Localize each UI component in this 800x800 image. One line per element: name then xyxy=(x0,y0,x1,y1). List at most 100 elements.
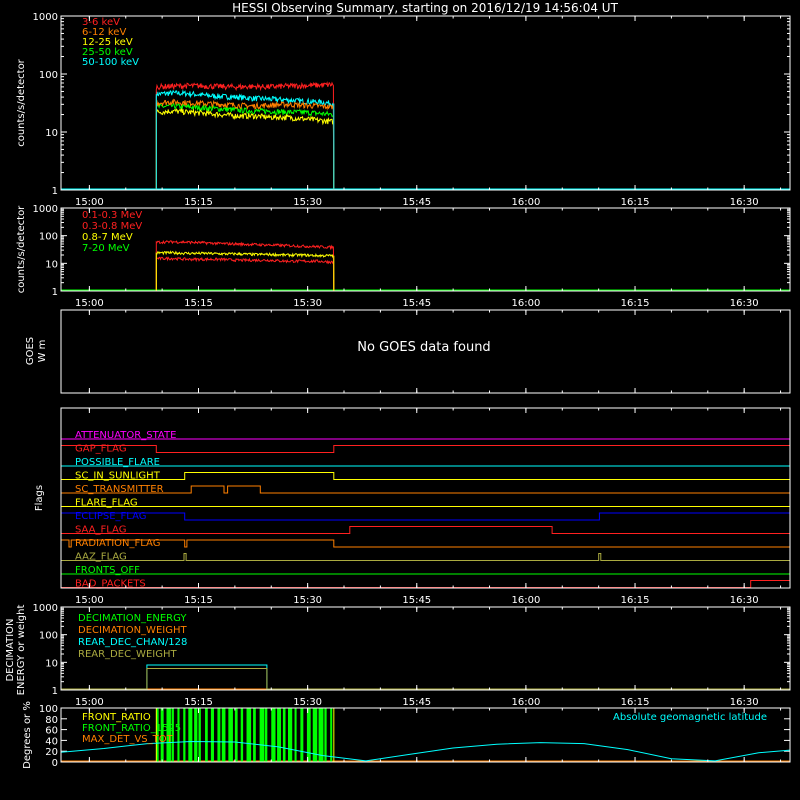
ratio-spike xyxy=(246,708,252,762)
ratio-spike xyxy=(287,708,293,762)
x-tick-label: 15:45 xyxy=(402,595,431,606)
legend-entry: 12-25 keV xyxy=(82,37,133,48)
panel-flags: ATTENUATOR_STATE GAP_FLAG POSSIBLE_FLARE SC… xyxy=(34,407,791,606)
x-tick-label: 15:00 xyxy=(75,697,104,708)
y-axis-label: Degrees or % xyxy=(22,701,33,769)
legend-entry: MAX_DET_VS_TOT xyxy=(82,734,174,745)
y-tick-label: 10 xyxy=(45,128,58,139)
ratio-spike xyxy=(234,708,238,762)
plot-frame xyxy=(60,707,791,763)
panel-low-energy-rates: 15:00 15:15 15:30 15:45 16:00 16:15 16:30 1 10 10… xyxy=(16,12,791,208)
x-tick-label: 15:15 xyxy=(184,697,213,708)
ratio-spike xyxy=(264,708,268,762)
x-tick-label: 16:30 xyxy=(730,595,759,606)
flag-trace xyxy=(60,539,790,548)
ratio-spike xyxy=(194,708,198,762)
y-axis-label: Flags xyxy=(34,485,45,511)
y-axis-label: GOES xyxy=(25,337,36,365)
flag-trace xyxy=(60,445,791,453)
y-tick-label: 1 xyxy=(52,686,58,697)
panel-high-energy-rates: 15:00 15:15 15:30 15:45 16:00 16:15 16:30 1 10 10… xyxy=(16,204,791,309)
flag-label: RADIATION_FLAG xyxy=(75,538,160,549)
legend-entry: 50-100 keV xyxy=(82,57,139,68)
series-50-100-kev xyxy=(155,89,335,191)
x-tick-label: 16:15 xyxy=(621,697,650,708)
y-axis-label: counts/s/detector xyxy=(16,58,27,146)
ratio-spike xyxy=(156,708,159,762)
ratio-spike xyxy=(177,708,180,762)
ratio-spike xyxy=(166,708,171,762)
y-tick-label: 0 xyxy=(52,758,58,769)
y-tick-label: 1 xyxy=(52,287,58,298)
figure-title: HESSI Observing Summary, starting on 201… xyxy=(232,1,618,15)
legend-entry: 25-50 keV xyxy=(82,47,133,58)
x-tick-label: 16:00 xyxy=(511,595,540,606)
no-data-message: No GOES data found xyxy=(357,340,490,355)
flag-label: ATTENUATOR_STATE xyxy=(75,430,176,441)
ratio-spike xyxy=(188,708,193,762)
plot-frame xyxy=(60,407,791,589)
ratio-spike xyxy=(324,708,327,762)
x-tick-label: 16:00 xyxy=(511,697,540,708)
ratio-spike xyxy=(271,708,276,762)
x-tick-label: 16:30 xyxy=(730,697,759,708)
ratio-spike xyxy=(253,708,256,762)
flag-label: SAA_FLAG xyxy=(75,525,126,536)
y-axis-label: counts/s/detector xyxy=(16,205,27,293)
y-tick-label: 100 xyxy=(39,232,58,243)
ratio-spike xyxy=(171,708,174,762)
y-tick-label: 1000 xyxy=(33,12,58,23)
flag-trace xyxy=(61,526,790,534)
ratio-spike xyxy=(300,708,304,762)
flag-label: GAP_FLAG xyxy=(75,444,127,455)
panel-goes: No GOES data found GOES W m xyxy=(25,309,791,394)
decimation-trace xyxy=(61,668,790,690)
plot-frame xyxy=(60,207,791,292)
plot-frame xyxy=(60,606,791,691)
flag-label: AAZ_FLAG xyxy=(75,552,127,563)
panel-decimation: 15:00 15:15 15:30 15:45 16:00 16:15 16:30 1 10 10… xyxy=(5,603,791,708)
ratio-spike xyxy=(259,708,265,762)
x-tick-label: 15:15 xyxy=(184,197,213,208)
x-tick-label: 15:30 xyxy=(293,697,322,708)
ratio-spike xyxy=(330,708,333,762)
y-tick-label: 1000 xyxy=(33,204,58,215)
y-tick-label: 80 xyxy=(45,715,58,726)
legend-entry: FRONT_RATIO xyxy=(82,712,151,723)
ratio-spike xyxy=(294,708,297,762)
flag-label: FRONTS_OFF xyxy=(75,565,140,576)
x-tick-label: 15:00 xyxy=(75,197,104,208)
ratio-spike xyxy=(217,708,221,762)
flag-label: SC_IN_SUNLIGHT xyxy=(75,471,161,482)
ratio-spike xyxy=(312,708,318,762)
y-tick-label: 100 xyxy=(39,70,58,81)
flag-trace xyxy=(61,472,790,480)
legend-entry: REAR_DEC_CHAN/128 xyxy=(78,637,187,648)
y-tick-label: 10 xyxy=(45,259,58,270)
legend-entry: 0.8-7 MeV xyxy=(82,232,133,243)
ratio-spike xyxy=(306,708,311,762)
y-tick-label: 100 xyxy=(39,704,58,715)
series-3-6-kev xyxy=(155,81,335,191)
x-tick-label: 15:45 xyxy=(402,697,431,708)
legend-entry-latitude: Absolute geomagnetic latitude xyxy=(613,712,767,723)
ratio-spike xyxy=(240,708,244,762)
series-0-3-0-8-mev xyxy=(155,256,335,292)
series-geomagnetic-latitude xyxy=(60,740,791,762)
legend-entry: 0.3-0.8 MeV xyxy=(82,221,142,232)
x-tick-label: 16:15 xyxy=(621,197,650,208)
ratio-spike xyxy=(277,708,281,762)
x-tick-label: 15:00 xyxy=(75,298,104,309)
legend-entry: DECIMATION_ENERGY xyxy=(78,613,187,624)
y-tick-label: 1000 xyxy=(33,603,58,614)
ratio-spike xyxy=(282,708,286,762)
x-tick-label: 15:30 xyxy=(293,197,322,208)
x-tick-label: 16:30 xyxy=(730,298,759,309)
legend-entry: 6-12 keV xyxy=(82,27,126,38)
flag-trace xyxy=(61,580,791,588)
x-tick-label: 16:15 xyxy=(621,595,650,606)
x-tick-label: 15:15 xyxy=(184,595,213,606)
x-tick-label: 15:00 xyxy=(75,595,104,606)
x-tick-label: 15:30 xyxy=(293,298,322,309)
legend-entry: FRONT_RATIO_1525 xyxy=(82,723,181,734)
